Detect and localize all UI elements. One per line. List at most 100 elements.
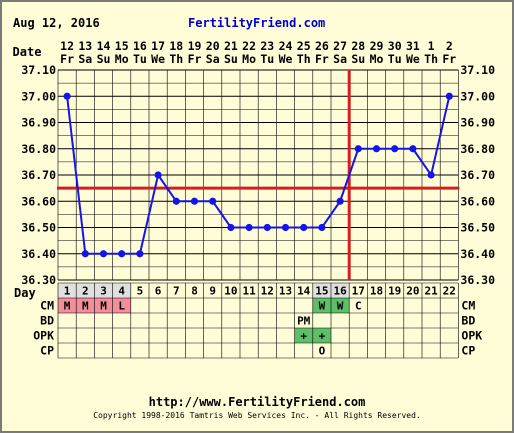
days-value: 12 <box>261 285 274 298</box>
cm-value: M <box>82 300 89 313</box>
days-cell <box>94 283 113 298</box>
days-value: 8 <box>191 285 198 298</box>
temperature-point <box>391 145 399 153</box>
days-cell <box>367 283 386 298</box>
weekday-label: Th <box>169 52 183 66</box>
weekday-label: Su <box>224 52 238 66</box>
cm-value: M <box>64 300 71 313</box>
days-cell <box>403 283 422 298</box>
day-row-label: Day <box>14 286 36 300</box>
cm-cell <box>167 298 186 313</box>
opk-cell <box>221 328 240 343</box>
cm-cell <box>94 298 113 313</box>
days-cell <box>422 283 441 298</box>
days-cell <box>331 283 350 298</box>
days-value: 1 <box>64 285 71 298</box>
bd-cell <box>385 313 404 328</box>
weekday-label: We <box>151 52 165 66</box>
days-value: 19 <box>388 285 401 298</box>
opk-cell <box>385 328 404 343</box>
row-label-left: CM <box>40 299 54 313</box>
bd-cell <box>203 313 222 328</box>
bd-cell <box>94 313 113 328</box>
days-value: 6 <box>155 285 162 298</box>
bd-value: PM <box>297 315 311 328</box>
y-tick-right: 36.90 <box>460 116 495 130</box>
temperature-point <box>445 92 453 100</box>
weekday-label: Tu <box>388 52 402 66</box>
opk-value: + <box>300 330 307 343</box>
y-tick-right: 36.80 <box>460 142 495 156</box>
cm-value: W <box>337 300 344 313</box>
bd-cell <box>312 313 331 328</box>
weekday-label: Th <box>297 52 311 66</box>
bd-cell <box>294 313 313 328</box>
temperature-point <box>190 197 199 205</box>
cp-cell <box>312 343 331 358</box>
cm-cell <box>112 298 131 313</box>
cm-cell <box>385 298 404 313</box>
date-label: 27 <box>333 39 347 53</box>
y-tick-left: 36.70 <box>21 168 56 182</box>
date-label: 25 <box>297 39 311 53</box>
opk-value: + <box>319 330 326 343</box>
y-tick-right: 36.30 <box>460 273 495 287</box>
cm-cell <box>240 298 259 313</box>
cm-value: L <box>118 300 125 313</box>
date-label: 1 <box>428 39 435 53</box>
days-cell <box>312 283 331 298</box>
bd-cell <box>221 313 240 328</box>
bd-cell <box>112 313 131 328</box>
cp-cell <box>94 343 113 358</box>
weekday-label: Th <box>424 52 438 66</box>
weekday-label: Tu <box>260 52 274 66</box>
row-label-right: CP <box>461 344 475 358</box>
days-value: 21 <box>424 285 438 298</box>
date-label: 14 <box>97 39 111 53</box>
opk-cell <box>130 328 149 343</box>
y-tick-right: 36.50 <box>460 221 495 235</box>
temperature-point <box>263 223 271 232</box>
y-tick-right: 37.10 <box>460 63 495 77</box>
cm-cell <box>440 298 459 313</box>
cp-cell <box>367 343 386 358</box>
cm-cell <box>349 298 368 313</box>
y-tick-left: 37.10 <box>21 63 56 77</box>
opk-cell <box>276 328 295 343</box>
days-value: 5 <box>137 285 144 298</box>
days-value: 20 <box>406 285 419 298</box>
cm-cell <box>367 298 386 313</box>
date-label: 28 <box>351 39 365 53</box>
temperature-line <box>66 96 451 255</box>
cp-cell <box>422 343 441 358</box>
date-label: 13 <box>78 39 92 53</box>
days-cell <box>130 283 149 298</box>
y-tick-right: 36.70 <box>460 168 495 182</box>
cm-cell <box>403 298 422 313</box>
bd-cell <box>276 313 295 328</box>
days-value: 4 <box>118 285 125 298</box>
cp-cell <box>149 343 168 358</box>
opk-cell <box>403 328 422 343</box>
bd-cell <box>258 313 277 328</box>
date-label: 31 <box>406 39 420 53</box>
cm-cell <box>422 298 441 313</box>
temperature-point <box>209 197 217 205</box>
date-label: 22 <box>242 39 256 53</box>
bd-cell <box>76 313 95 328</box>
weekday-label: Fr <box>442 52 456 66</box>
date-label: 16 <box>133 39 147 53</box>
days-value: 2 <box>82 285 89 298</box>
weekday-label: Mo <box>242 52 256 66</box>
temperature-point <box>318 223 326 232</box>
y-tick-right: 36.60 <box>460 194 495 208</box>
opk-cell <box>76 328 95 343</box>
chart-date: Aug 12, 2016 <box>13 16 100 30</box>
weekday-label: Sa <box>78 52 92 66</box>
bd-cell <box>130 313 149 328</box>
temperature-point <box>372 145 381 153</box>
weekday-label: Sa <box>206 52 220 66</box>
bd-cell <box>149 313 168 328</box>
temperature-point <box>172 197 180 205</box>
cm-cell <box>149 298 168 313</box>
